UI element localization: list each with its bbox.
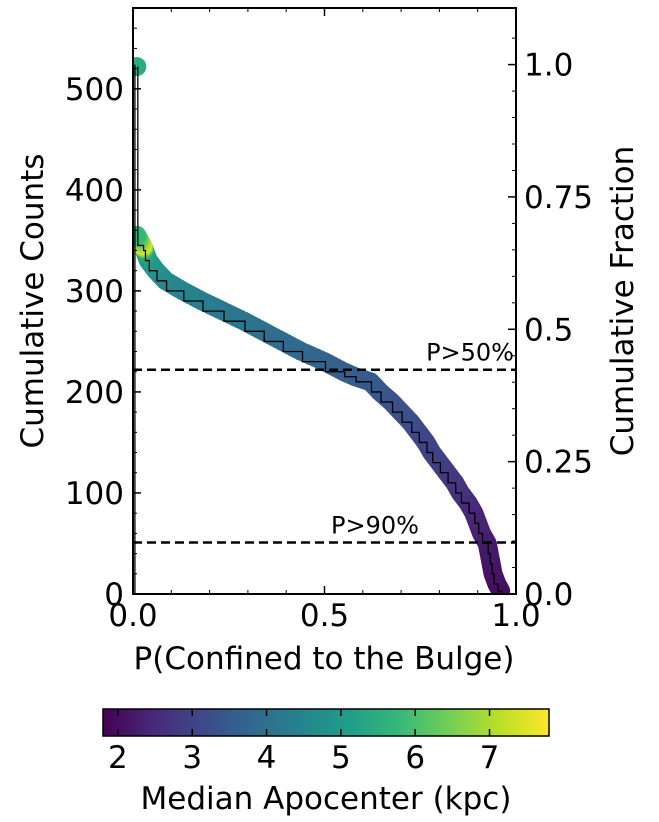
threshold-label: P>50%	[426, 339, 514, 367]
y-right-tick-label: 0.5	[524, 312, 573, 348]
colorbar-tick-label: 3	[182, 740, 202, 776]
y-left-tick-label: 300	[65, 274, 124, 310]
y-left-tick-label: 500	[65, 72, 124, 108]
y-left-tick-label: 100	[65, 476, 124, 512]
step-layer	[134, 64, 503, 594]
colorbar-tick-label: 4	[257, 740, 277, 776]
points-layer	[133, 57, 511, 594]
y-right-tick-label: 1.0	[524, 48, 573, 84]
y-axis-label-left: Cumulative Counts	[15, 154, 51, 449]
colorbar-ticks: 2 3 4 5 6 7	[108, 709, 499, 776]
threshold-label: P>90%	[331, 511, 419, 539]
y-left-tick-label: 400	[65, 173, 124, 209]
x-axis-label: P(Confined to the Bulge)	[134, 641, 515, 677]
data-point	[133, 225, 147, 245]
y-right-tick-label: 0.75	[524, 180, 593, 216]
y-right-tick-label: 0.25	[524, 445, 593, 481]
y-left-tick-label: 0	[104, 577, 124, 613]
colorbar-gradient	[102, 708, 550, 737]
y-left-tick-label: 200	[65, 375, 124, 411]
cumulative-step-line	[137, 66, 503, 594]
x-tick-label: 0.5	[300, 598, 349, 634]
y-right-tick-label: 0.0	[524, 577, 573, 613]
axes-layer: 0.0 0.5 1.0 0 100 200 300 400 500 0.0 0.25 0.5 0.75 1…	[65, 8, 593, 634]
x-tick-label: 1.0	[491, 598, 540, 634]
x-tick-label: 0.0	[108, 598, 157, 634]
hlines-layer: P>50% P>90%	[133, 339, 516, 544]
y-axis-label-right: Cumulative Fraction	[605, 146, 641, 457]
colorbar-tick-label: 2	[108, 740, 128, 776]
colorbar-tick-label: 7	[480, 740, 500, 776]
colorbar-tick-label: 6	[405, 740, 425, 776]
colorbar: 2 3 4 5 6 7 Median Apocenter (kpc)	[102, 708, 550, 817]
colorbar-label: Median Apocenter (kpc)	[141, 781, 512, 817]
data-point	[133, 57, 147, 77]
colorbar-tick-label: 5	[331, 740, 351, 776]
